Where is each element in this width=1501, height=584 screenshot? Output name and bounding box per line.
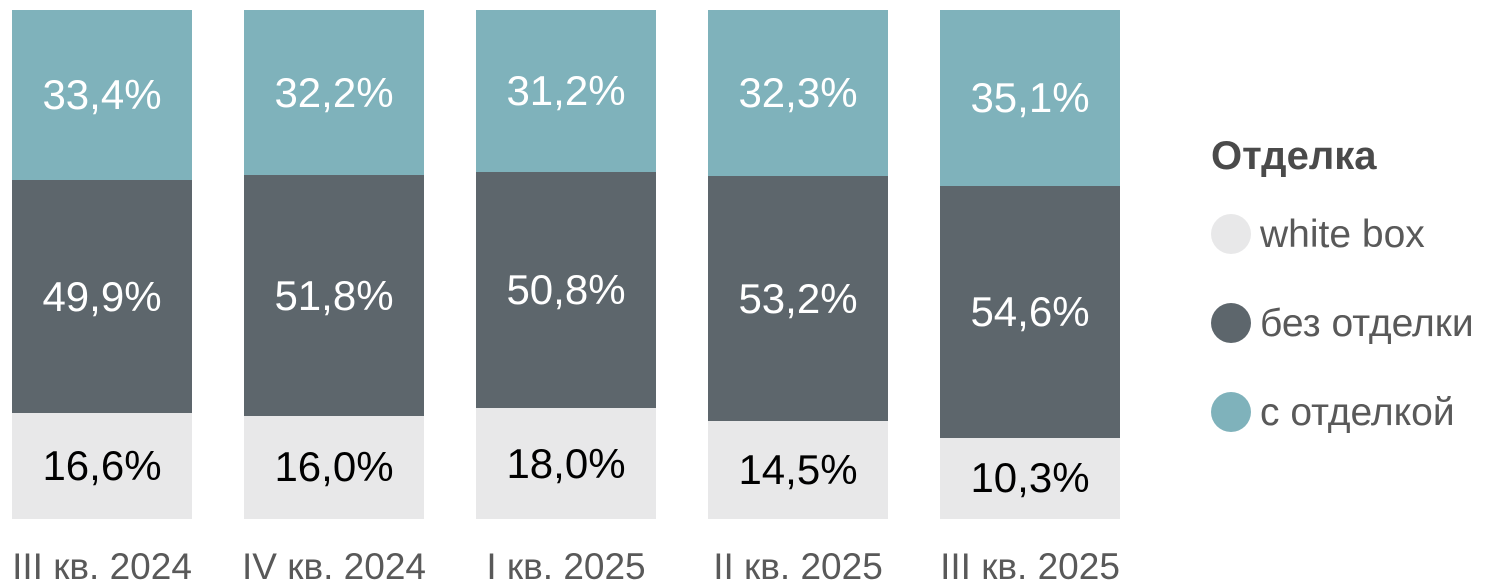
category-label: I кв. 2025: [486, 546, 646, 584]
bar-segment-s-otdelkoy: 31,2%: [476, 10, 656, 172]
legend-item-bez-otdelki: без отделки: [1211, 303, 1474, 343]
bar-segment-white-box: 16,0%: [244, 415, 424, 519]
x-axis-labels: III кв. 2024 IV кв. 2024 I кв. 2025 II кв. …: [12, 548, 1120, 584]
bar-segment-s-otdelkoy: 35,1%: [940, 10, 1120, 187]
legend-item-label: без отделки: [1260, 301, 1474, 345]
bar-segment-bez-otdelki: 54,6%: [940, 186, 1120, 438]
bez-otdelki-swatch-icon: [1211, 303, 1251, 343]
bar-column: 31,2% 50,8% 18,0%: [476, 10, 656, 519]
category-label: III кв. 2024: [12, 546, 192, 584]
data-label: 10,3%: [970, 454, 1090, 502]
bar-column: 35,1% 54,6% 10,3%: [940, 10, 1120, 520]
data-label: 32,2%: [274, 68, 394, 116]
legend-item-white-box: white box: [1211, 214, 1474, 254]
legend-item-label: с отделкой: [1260, 390, 1455, 434]
bar-segment-bez-otdelki: 51,8%: [244, 175, 424, 416]
bar-segment-bez-otdelki: 53,2%: [708, 175, 888, 422]
data-label: 50,8%: [506, 265, 626, 313]
bar-column: 32,3% 53,2% 14,5%: [708, 10, 888, 519]
legend-title: Отделка: [1211, 134, 1377, 178]
category-label: IV кв. 2024: [242, 546, 426, 584]
legend-item-s-otdelkoy: с отделкой: [1211, 392, 1474, 432]
data-label: 18,0%: [506, 439, 626, 487]
bar-column: 33,4% 49,9% 16,6%: [12, 10, 192, 519]
legend: Отделка white box без отделки с отделкой: [1211, 134, 1474, 432]
data-label: 31,2%: [506, 66, 626, 114]
bar-segment-bez-otdelki: 50,8%: [476, 171, 656, 409]
bar-segment-bez-otdelki: 49,9%: [12, 180, 192, 414]
data-label: 16,6%: [42, 442, 162, 490]
bar-segment-s-otdelkoy: 33,4%: [12, 10, 192, 181]
s-otdelkoy-swatch-icon: [1211, 392, 1251, 432]
category-label: III кв. 2025: [940, 546, 1120, 584]
plot-area: 33,4% 49,9% 16,6% 32,2% 51,8% 16,0% 31,2% 50,8%…: [12, 10, 1120, 520]
data-label: 49,9%: [42, 272, 162, 320]
data-label: 32,3%: [738, 68, 858, 116]
bar-column: 32,2% 51,8% 16,0%: [244, 10, 424, 519]
data-label: 33,4%: [42, 71, 162, 119]
bar-segment-s-otdelkoy: 32,3%: [708, 10, 888, 176]
category-label: II кв. 2025: [713, 546, 883, 584]
data-label: 53,2%: [738, 274, 858, 322]
data-label: 14,5%: [738, 446, 858, 494]
bar-segment-white-box: 16,6%: [12, 413, 192, 519]
legend-item-label: white box: [1260, 212, 1425, 256]
bar-segment-white-box: 18,0%: [476, 408, 656, 519]
bar-segment-white-box: 14,5%: [708, 421, 888, 519]
bar-segment-s-otdelkoy: 32,2%: [244, 10, 424, 176]
white-box-swatch-icon: [1211, 214, 1251, 254]
data-label: 51,8%: [274, 271, 394, 319]
bar-segment-white-box: 10,3%: [940, 437, 1120, 520]
data-label: 35,1%: [970, 74, 1090, 122]
data-label: 54,6%: [970, 288, 1090, 335]
data-label: 16,0%: [274, 443, 394, 491]
